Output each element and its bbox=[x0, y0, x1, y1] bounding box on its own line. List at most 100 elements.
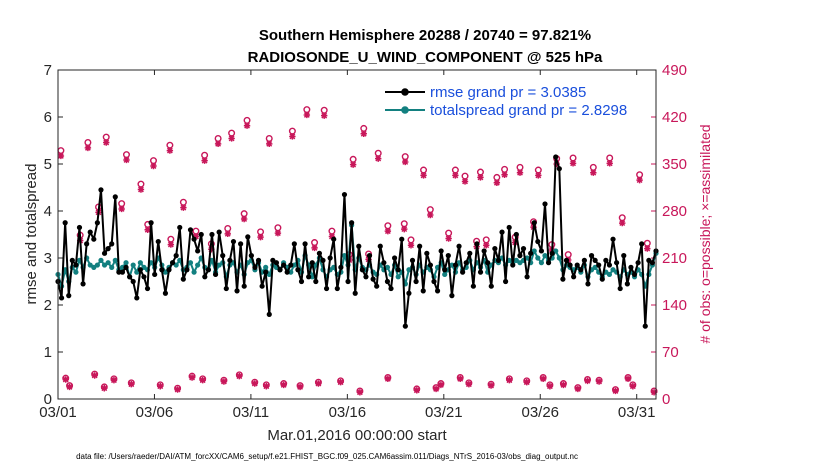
rmse-point bbox=[148, 220, 154, 226]
rmse-point bbox=[599, 276, 605, 282]
rmse-point bbox=[352, 290, 358, 296]
obs-assimilated-marker bbox=[483, 242, 490, 249]
y-right-tick-label: 350 bbox=[662, 156, 687, 173]
rmse-point bbox=[449, 293, 455, 299]
rmse-point bbox=[137, 267, 143, 273]
obs-assimilated-marker bbox=[110, 377, 118, 384]
rmse-point bbox=[341, 191, 348, 198]
totalspread-point bbox=[98, 257, 104, 263]
rmse-point bbox=[409, 257, 416, 263]
obs-assimilated-marker bbox=[560, 381, 567, 389]
obs-assimilated-marker bbox=[243, 122, 251, 129]
obs-assimilated-marker bbox=[506, 377, 513, 384]
rmse-point bbox=[585, 281, 591, 287]
obs-assimilated-marker bbox=[101, 385, 108, 392]
rmse-point bbox=[241, 283, 247, 289]
y-right-tick-label: 490 bbox=[662, 62, 687, 79]
x-tick-label: 03/01 bbox=[39, 404, 77, 421]
rmse-point bbox=[306, 274, 312, 280]
rmse-point bbox=[184, 267, 190, 273]
rmse-point bbox=[456, 243, 462, 249]
rmse-point bbox=[359, 267, 365, 273]
obs-assimilated-marker bbox=[157, 383, 164, 390]
y-tick-label: 5 bbox=[44, 156, 52, 173]
data-file-footnote: data file: /Users/raeder/DAI/ATM_forcXX/… bbox=[76, 452, 578, 461]
rmse-point bbox=[94, 220, 100, 226]
rmse-point bbox=[105, 246, 111, 252]
obs-assimilated-marker bbox=[650, 389, 658, 396]
obs-assimilated-marker bbox=[328, 233, 336, 240]
totalspread-point bbox=[73, 269, 79, 275]
obs-assimilated-marker bbox=[349, 161, 357, 168]
rmse-point bbox=[220, 253, 226, 259]
rmse-point bbox=[384, 278, 391, 285]
rmse-point bbox=[227, 257, 233, 263]
totalspread-point bbox=[105, 260, 111, 266]
obs-assimilated-marker bbox=[427, 211, 434, 219]
rmse-point bbox=[180, 276, 186, 282]
rmse-point bbox=[259, 283, 265, 289]
rmse-point bbox=[445, 253, 451, 259]
rmse-point bbox=[349, 220, 355, 226]
rmse-point bbox=[112, 194, 118, 200]
obs-assimilated-marker bbox=[636, 176, 643, 184]
totalspread-point bbox=[341, 253, 348, 259]
rmse-point bbox=[499, 229, 505, 235]
rmse-point bbox=[427, 262, 434, 268]
totalspread-point bbox=[309, 274, 315, 280]
rmse-point bbox=[510, 262, 516, 268]
obs-assimilated-marker bbox=[220, 378, 228, 385]
rmse-point bbox=[617, 285, 623, 292]
obs-assimilated-marker bbox=[569, 160, 577, 167]
obs-assimilated-marker bbox=[402, 158, 409, 166]
rmse-point bbox=[639, 241, 645, 247]
rmse-point bbox=[288, 262, 294, 268]
rmse-point bbox=[642, 323, 648, 329]
obs-assimilated-marker bbox=[289, 133, 296, 140]
legend-spread-label: totalspread grand pr = 2.8298 bbox=[430, 102, 627, 119]
rmse-point bbox=[399, 236, 405, 242]
legend-rmse-marker bbox=[401, 88, 409, 96]
obs-assimilated-marker bbox=[523, 379, 530, 386]
rmse-point bbox=[238, 241, 244, 247]
obs-assimilated-marker bbox=[590, 169, 597, 176]
rmse-point bbox=[495, 257, 502, 263]
rmse-point bbox=[223, 285, 229, 292]
rmse-point bbox=[460, 269, 466, 275]
chart-title: Southern Hemisphere 20288 / 20740 = 97.8… bbox=[259, 27, 591, 44]
rmse-point bbox=[370, 276, 376, 282]
rmse-point bbox=[363, 274, 369, 280]
obs-assimilated-marker bbox=[624, 375, 632, 383]
rmse-point bbox=[438, 248, 444, 254]
obs-assimilated-marker bbox=[619, 219, 626, 227]
rmse-point bbox=[467, 250, 473, 256]
rmse-point bbox=[202, 274, 208, 280]
obs-assimilated-marker bbox=[445, 235, 452, 242]
rmse-point bbox=[474, 241, 480, 247]
y-tick-label: 1 bbox=[44, 344, 52, 361]
legend: rmse grand pr = 3.0385 totalspread grand… bbox=[383, 80, 649, 119]
rmse-point bbox=[517, 253, 523, 259]
obs-assimilated-marker bbox=[103, 139, 110, 146]
obs-assimilated-marker bbox=[477, 174, 484, 181]
rmse-point bbox=[245, 234, 251, 240]
plot-area bbox=[58, 70, 656, 399]
rmse-point bbox=[291, 241, 297, 247]
legend-background bbox=[383, 80, 649, 118]
chart-subtitle: RADIOSONDE_U_WIND_COMPONENT @ 525 hPa bbox=[248, 49, 603, 66]
y-right-tick-label: 70 bbox=[662, 344, 679, 361]
rmse-point bbox=[649, 260, 656, 266]
rmse-point bbox=[388, 285, 394, 292]
rmse-point bbox=[406, 290, 412, 296]
rmse-point bbox=[177, 224, 183, 231]
rmse-point bbox=[159, 267, 165, 273]
obs-assimilated-marker bbox=[465, 381, 473, 388]
rmse-point bbox=[66, 293, 72, 299]
obs-assimilated-marker bbox=[66, 383, 73, 391]
rmse-point bbox=[402, 323, 408, 329]
rmse-point bbox=[621, 253, 627, 259]
rmse-point bbox=[452, 262, 459, 268]
rmse-point bbox=[277, 267, 283, 273]
obs-assimilated-marker bbox=[546, 383, 554, 390]
